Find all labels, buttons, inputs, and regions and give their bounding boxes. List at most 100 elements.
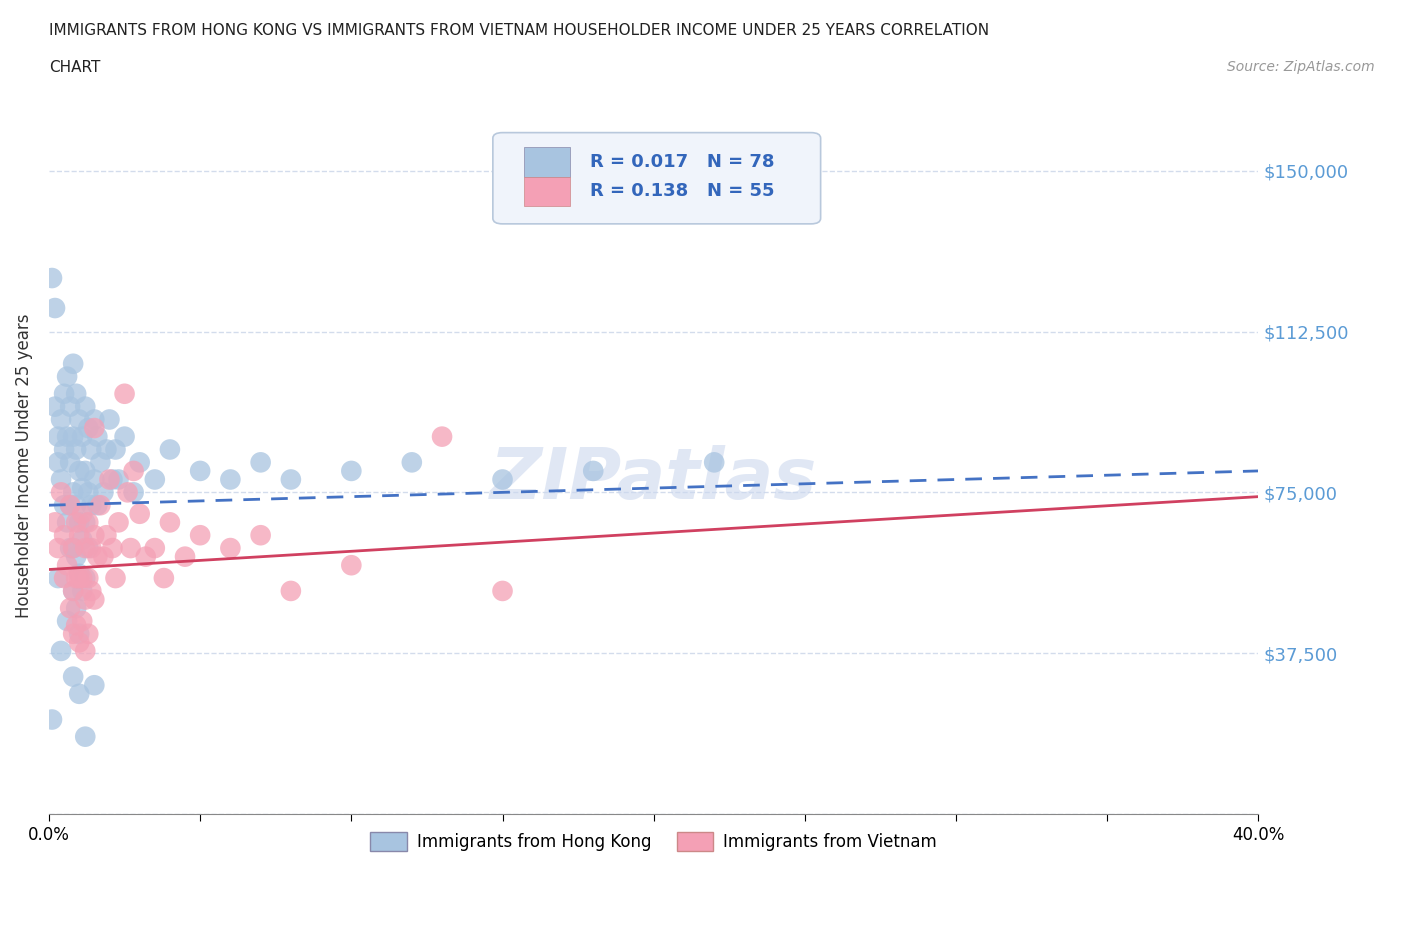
Point — [59, 498, 82, 512]
Point — [101, 540, 124, 555]
Text: ZIPatlas: ZIPatlas — [491, 445, 817, 514]
Point — [75, 571, 97, 586]
Point — [75, 644, 97, 658]
Legend: Immigrants from Hong Kong, Immigrants from Vietnam: Immigrants from Hong Kong, Immigrants fr… — [364, 825, 943, 857]
Point — [86, 429, 108, 444]
Point — [104, 442, 127, 457]
Point — [75, 515, 97, 530]
Point — [128, 455, 150, 470]
Point — [59, 498, 82, 512]
Point — [70, 532, 93, 547]
Point — [67, 463, 90, 478]
Point — [188, 463, 211, 478]
Point — [62, 540, 84, 555]
Point — [174, 550, 197, 565]
Point — [59, 399, 82, 414]
Point — [143, 472, 166, 487]
Point — [491, 583, 513, 598]
Point — [56, 429, 79, 444]
Point — [62, 627, 84, 642]
Point — [65, 601, 87, 616]
Point — [67, 515, 90, 530]
Point — [46, 571, 69, 586]
Point — [86, 550, 108, 565]
Point — [65, 442, 87, 457]
Point — [703, 455, 725, 470]
Text: R = 0.017   N = 78: R = 0.017 N = 78 — [589, 153, 775, 171]
FancyBboxPatch shape — [524, 177, 571, 206]
Point — [117, 485, 139, 499]
Point — [114, 429, 136, 444]
Point — [159, 515, 181, 530]
Point — [188, 528, 211, 543]
Point — [83, 678, 105, 693]
Point — [114, 386, 136, 401]
Point — [67, 566, 90, 581]
Point — [122, 463, 145, 478]
Point — [101, 472, 124, 487]
Point — [83, 412, 105, 427]
Point — [67, 635, 90, 650]
Point — [59, 601, 82, 616]
Point — [59, 455, 82, 470]
Point — [135, 550, 157, 565]
Point — [96, 528, 118, 543]
Point — [96, 442, 118, 457]
Point — [153, 571, 176, 586]
FancyBboxPatch shape — [524, 147, 571, 177]
Point — [46, 455, 69, 470]
Point — [80, 540, 103, 555]
Point — [67, 571, 90, 586]
Point — [107, 515, 129, 530]
Point — [49, 644, 72, 658]
Point — [49, 412, 72, 427]
Point — [62, 583, 84, 598]
Point — [80, 498, 103, 512]
Point — [128, 506, 150, 521]
Point — [65, 550, 87, 565]
Point — [67, 412, 90, 427]
FancyBboxPatch shape — [494, 133, 821, 224]
Point — [56, 369, 79, 384]
Point — [143, 540, 166, 555]
Point — [70, 614, 93, 629]
Point — [53, 386, 76, 401]
Point — [67, 528, 90, 543]
Point — [430, 429, 453, 444]
Point — [75, 592, 97, 607]
Point — [75, 729, 97, 744]
Point — [83, 472, 105, 487]
Point — [62, 485, 84, 499]
Point — [89, 455, 111, 470]
Point — [44, 300, 66, 315]
Point — [65, 386, 87, 401]
Point — [249, 455, 271, 470]
Point — [49, 485, 72, 499]
Point — [62, 583, 84, 598]
Point — [44, 515, 66, 530]
Point — [77, 571, 100, 586]
Point — [65, 618, 87, 632]
Point — [70, 571, 93, 586]
Point — [219, 472, 242, 487]
Point — [62, 540, 84, 555]
Point — [62, 429, 84, 444]
Point — [75, 399, 97, 414]
Point — [219, 540, 242, 555]
Point — [159, 442, 181, 457]
Point — [56, 515, 79, 530]
Point — [83, 592, 105, 607]
Point — [41, 271, 63, 286]
Point — [75, 463, 97, 478]
Point — [83, 528, 105, 543]
Point — [53, 528, 76, 543]
Point — [75, 540, 97, 555]
Point — [70, 506, 93, 521]
Point — [77, 540, 100, 555]
Point — [70, 583, 93, 598]
Point — [122, 485, 145, 499]
Point — [77, 485, 100, 499]
Point — [46, 540, 69, 555]
Point — [65, 571, 87, 586]
Point — [89, 498, 111, 512]
